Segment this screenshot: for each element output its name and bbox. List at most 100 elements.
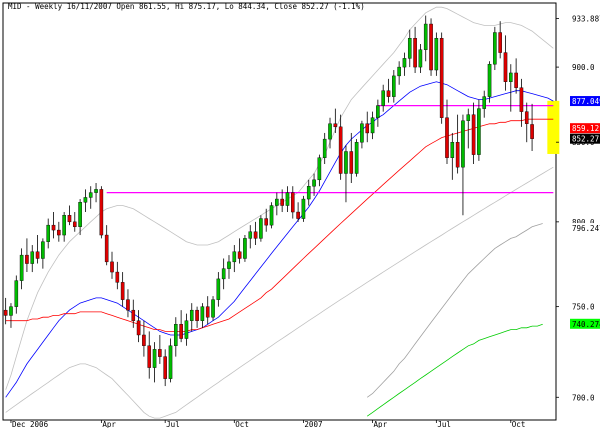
candle-body xyxy=(445,117,449,158)
price-label: 877.049 xyxy=(572,97,600,106)
candle-body xyxy=(99,189,104,236)
candle-body xyxy=(503,52,508,82)
x-tick-label: Jul xyxy=(437,420,451,428)
candle-body xyxy=(237,251,242,259)
candle-body xyxy=(466,114,471,121)
candle-body xyxy=(455,141,460,168)
candle-body xyxy=(131,309,136,321)
candle-body xyxy=(418,49,423,68)
candle-body xyxy=(376,105,380,118)
candle-body xyxy=(259,218,263,239)
candle-body xyxy=(344,151,348,174)
candle-body xyxy=(14,280,19,307)
candle-body xyxy=(402,58,407,68)
candle-body xyxy=(493,32,497,65)
candle-body xyxy=(471,114,476,155)
moving-average-line-0 xyxy=(5,81,554,398)
candle-body xyxy=(152,349,157,368)
candle-body xyxy=(253,231,258,239)
band-upper-line xyxy=(5,6,554,390)
candle-body xyxy=(360,123,364,143)
candle-body xyxy=(354,141,359,174)
candle-body xyxy=(407,38,412,59)
y-tick-label: 700.0 xyxy=(572,393,595,402)
candle-body xyxy=(195,309,199,321)
candle-body xyxy=(322,138,327,158)
plot-area xyxy=(2,2,560,421)
x-tick-label: Jul xyxy=(166,420,180,428)
candle-body xyxy=(269,205,274,226)
plot-frame xyxy=(2,2,557,421)
price-label: 740.274 xyxy=(572,320,600,329)
chart-title: MID - Weekly 16/11/2007 Open 861.55, Hi … xyxy=(8,2,365,11)
candle-body xyxy=(216,278,221,300)
candle-body xyxy=(136,320,141,336)
candle-body xyxy=(370,117,375,134)
price-label: 796.247 xyxy=(572,224,600,233)
candle-body xyxy=(211,299,215,318)
candle-body xyxy=(450,141,455,158)
candle-body xyxy=(477,108,481,155)
candle-body xyxy=(461,120,465,168)
price-label-bg xyxy=(570,133,600,144)
candle-body xyxy=(280,198,284,206)
candle-body xyxy=(189,309,194,321)
candle-body xyxy=(232,251,237,263)
candle-body xyxy=(147,345,152,368)
candle-body xyxy=(514,72,518,88)
candle-body xyxy=(312,179,316,187)
x-tick-label: Dec 2006 xyxy=(12,420,49,428)
candle-body xyxy=(67,215,72,223)
x-tick-label: Oct xyxy=(512,420,526,428)
price-label-bg xyxy=(570,223,600,234)
candle-body xyxy=(498,32,502,53)
y-tick-label: 750.0 xyxy=(572,303,595,312)
x-tick-label: 2007 xyxy=(304,420,322,428)
candle-body xyxy=(264,218,269,226)
candle-body xyxy=(482,96,487,109)
candle-body xyxy=(423,23,428,50)
candle-body xyxy=(200,306,205,321)
candle-body xyxy=(221,268,226,280)
candle-body xyxy=(429,23,433,71)
candle-body xyxy=(78,202,82,227)
candle-body xyxy=(338,126,343,174)
candle-body xyxy=(83,197,88,203)
candle-body xyxy=(434,38,439,71)
candle-body xyxy=(174,324,178,346)
price-label-bg xyxy=(570,96,600,107)
candle-body xyxy=(524,111,529,124)
candle-body xyxy=(349,151,354,174)
candle-body xyxy=(205,306,210,318)
candle-body xyxy=(413,38,417,68)
candle-body xyxy=(35,251,40,259)
candle-body xyxy=(120,282,125,300)
candle-body xyxy=(248,231,253,239)
x-axis: Dec 2006 Apr Jul Oct 2007 Apr Jul Oct xyxy=(10,420,526,428)
candle-body xyxy=(126,299,130,311)
candle-body xyxy=(110,261,114,273)
y-tick-label: 933.887 xyxy=(572,15,600,24)
x-tick-label: Oct xyxy=(235,420,249,428)
candle-body xyxy=(317,157,322,181)
price-label: 859.12 xyxy=(572,124,599,133)
candle-body xyxy=(51,224,56,231)
candle-body xyxy=(46,224,50,242)
candle-body xyxy=(509,72,513,82)
price-label: 852.27 xyxy=(572,135,599,144)
candle-body xyxy=(168,345,173,379)
candle-body xyxy=(9,306,13,316)
candle-body xyxy=(94,189,98,193)
moving-average-line-2 xyxy=(366,223,543,398)
x-tick-label: Apr xyxy=(102,420,116,428)
candle-body xyxy=(227,261,231,269)
candle-body xyxy=(306,186,311,200)
candle-body xyxy=(41,241,45,259)
y-tick-label: 900.0 xyxy=(572,63,595,72)
candle-body xyxy=(19,254,24,281)
candle-body xyxy=(381,90,385,106)
candle-body xyxy=(243,238,247,259)
candle-body xyxy=(290,192,295,213)
